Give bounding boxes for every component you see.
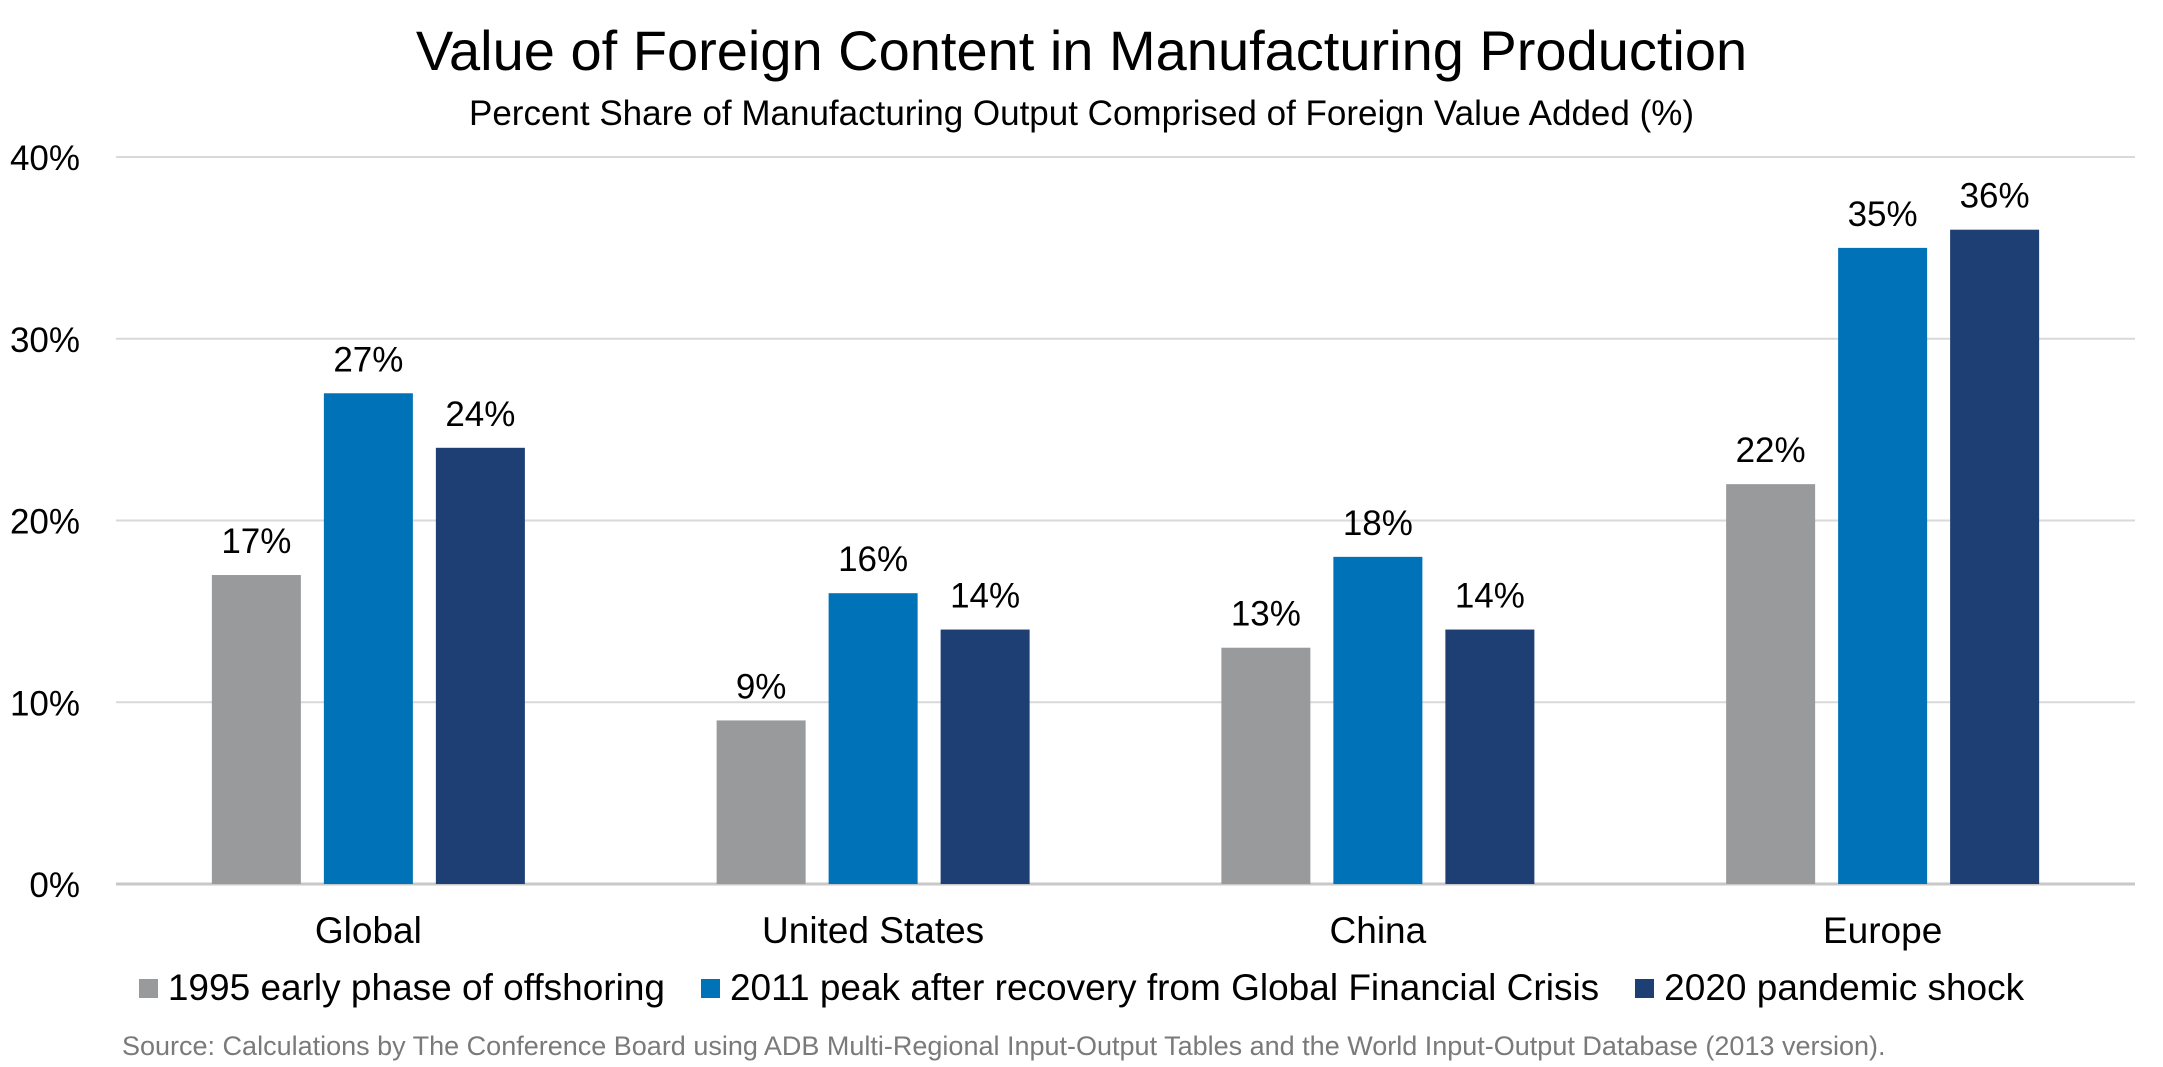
bar xyxy=(1445,629,1535,884)
bar xyxy=(1726,484,1816,884)
chart-title: Value of Foreign Content in Manufacturin… xyxy=(415,19,1748,82)
bar xyxy=(1333,556,1423,884)
bar xyxy=(828,593,918,884)
legend-item-1995: 1995 early phase of offshoring xyxy=(138,966,665,1010)
data-label: 14% xyxy=(1455,577,1525,616)
data-label: 22% xyxy=(1736,431,1806,470)
legend-label-2020: 2020 pandemic shock xyxy=(1664,967,2025,1008)
y-tick-label: 40% xyxy=(10,139,80,178)
y-axis-tick-labels: 0% 10% 20% 30% 40% xyxy=(10,139,80,905)
y-tick-label: 10% xyxy=(10,684,80,723)
bar xyxy=(211,575,301,884)
bar xyxy=(1838,247,1928,884)
legend-label-2011: 2011 peak after recovery from Global Fin… xyxy=(729,967,1600,1008)
data-label: 35% xyxy=(1848,195,1918,234)
x-tick-label: Global xyxy=(315,910,422,951)
bar xyxy=(940,629,1030,884)
data-label: 27% xyxy=(333,340,403,379)
x-axis-tick-labels: Global United States China Europe xyxy=(315,910,1942,951)
data-label: 16% xyxy=(838,540,908,579)
bar xyxy=(716,720,806,884)
legend-label-1995: 1995 early phase of offshoring xyxy=(167,967,665,1008)
x-tick-label: China xyxy=(1330,910,1427,951)
gridlines xyxy=(116,156,2135,886)
x-tick-label: United States xyxy=(762,910,984,951)
data-label: 9% xyxy=(736,667,787,706)
y-tick-label: 20% xyxy=(10,503,80,542)
legend-item-2011: 2011 peak after recovery from Global Fin… xyxy=(700,966,1600,1010)
legend: 1995 early phase of offshoring 2011 peak… xyxy=(0,966,2163,1010)
data-label: 13% xyxy=(1231,595,1301,634)
data-label: 14% xyxy=(950,577,1020,616)
y-tick-label: 0% xyxy=(29,866,80,905)
data-label: 36% xyxy=(1960,177,2030,216)
bar xyxy=(1950,229,2040,884)
y-tick-label: 30% xyxy=(10,321,80,360)
bar xyxy=(323,393,413,884)
data-label: 18% xyxy=(1343,504,1413,543)
data-label: 24% xyxy=(445,395,515,434)
source-note: Source: Calculations by The Conference B… xyxy=(122,1031,1886,1061)
x-tick-label: Europe xyxy=(1823,910,1942,951)
legend-swatch-2020 xyxy=(1635,978,1655,998)
legend-swatch-1995 xyxy=(138,978,158,998)
bar xyxy=(435,447,525,884)
legend-swatch-2011 xyxy=(700,978,720,998)
data-label: 17% xyxy=(221,522,291,561)
legend-item-2020: 2020 pandemic shock xyxy=(1635,966,2024,1010)
bar-chart: 0% 10% 20% 30% 40% 17% 27% 24% 9% 16% 14% 13% 18% 14… xyxy=(10,139,2135,951)
chart-subtitle: Percent Share of Manufacturing Output Co… xyxy=(468,94,1695,133)
bars xyxy=(211,229,2040,884)
bar xyxy=(1221,647,1311,884)
data-labels: 17% 27% 24% 9% 16% 14% 13% 18% 14% 22% 35% 36% xyxy=(221,177,2029,707)
